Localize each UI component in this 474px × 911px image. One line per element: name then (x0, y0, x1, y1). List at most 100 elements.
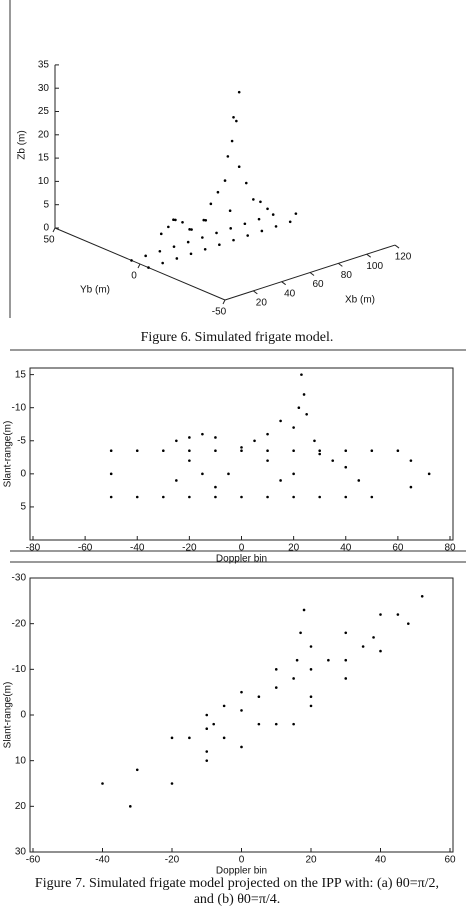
point (297, 406, 301, 409)
point (313, 439, 316, 443)
point (300, 373, 303, 376)
y-tick (222, 299, 226, 305)
y-tick-label: -50 (212, 307, 227, 318)
x-tick-label: 0 (239, 855, 245, 866)
point (288, 220, 292, 224)
point (175, 257, 179, 260)
point (309, 668, 313, 671)
x-tick-label: 20 (256, 297, 268, 308)
point (172, 245, 176, 248)
x-tick (253, 290, 258, 295)
point (188, 436, 191, 439)
point (318, 449, 321, 452)
point (292, 495, 295, 499)
point (147, 266, 150, 269)
figure-caption: Figure 7. Simulated frigate model projec… (35, 876, 439, 891)
point (327, 658, 330, 662)
point (202, 218, 206, 222)
x-tick (394, 244, 400, 249)
point (292, 722, 295, 726)
point (135, 449, 139, 452)
point (232, 238, 235, 242)
point (172, 218, 175, 222)
y-tick-label: 10 (15, 755, 27, 766)
point (302, 393, 306, 396)
point (223, 179, 227, 182)
x-tick-label: -20 (182, 543, 197, 554)
point (257, 722, 261, 726)
z-tick-label: 20 (38, 129, 50, 140)
point (201, 472, 204, 476)
point (188, 736, 191, 740)
point (409, 485, 413, 489)
z-tick-label: 25 (38, 106, 50, 117)
y-tick-label: 50 (43, 235, 55, 246)
y-tick-label: -20 (12, 618, 27, 629)
point (427, 472, 431, 476)
point (212, 722, 215, 726)
x-tick (366, 253, 372, 258)
y-axis-label: Yb (m) (80, 285, 110, 296)
point (396, 449, 400, 452)
point (170, 782, 174, 785)
point (302, 608, 306, 612)
y-tick (52, 227, 56, 233)
x-tick-label: 120 (395, 252, 412, 263)
point (175, 479, 178, 482)
y-tick-label: -10 (12, 664, 27, 675)
x-tick (309, 272, 315, 276)
point (109, 449, 113, 452)
point (232, 115, 235, 119)
point (407, 622, 410, 625)
point (214, 436, 217, 439)
point (158, 249, 162, 253)
point (203, 247, 207, 251)
y-axis-label: Slant-range(m) (3, 682, 14, 749)
x-tick (338, 262, 343, 267)
point (162, 449, 165, 452)
point (266, 432, 269, 436)
point (271, 213, 275, 216)
point (259, 200, 262, 204)
point (215, 231, 218, 235)
point (188, 495, 191, 499)
point (229, 227, 232, 230)
point (186, 240, 190, 244)
point (274, 722, 278, 726)
point (181, 221, 184, 224)
point (305, 413, 308, 416)
plot-frame (29, 367, 454, 541)
point (218, 243, 221, 246)
x-tick-label: -60 (26, 855, 41, 866)
y-tick-label: 0 (131, 271, 137, 282)
point (205, 727, 209, 730)
x-tick (281, 281, 286, 286)
point (266, 449, 269, 452)
point (159, 232, 163, 236)
point (240, 446, 243, 449)
point (240, 745, 243, 749)
point (214, 485, 217, 489)
point (204, 219, 208, 222)
point (361, 645, 365, 648)
x-tick-label: -40 (130, 543, 145, 554)
point (292, 677, 295, 680)
point (205, 713, 209, 717)
point (161, 261, 164, 265)
point (222, 736, 226, 740)
point (309, 645, 313, 648)
point (170, 736, 174, 740)
point (257, 217, 261, 221)
x-tick-label: -40 (95, 855, 110, 866)
point (274, 225, 278, 228)
x-tick-label: 60 (444, 855, 456, 866)
point (189, 252, 193, 256)
point (260, 229, 264, 233)
point (344, 677, 348, 680)
x-tick-label: -60 (78, 543, 93, 554)
point (344, 449, 348, 452)
point (331, 459, 335, 462)
x-tick-label: 80 (341, 270, 353, 281)
point (135, 495, 139, 499)
